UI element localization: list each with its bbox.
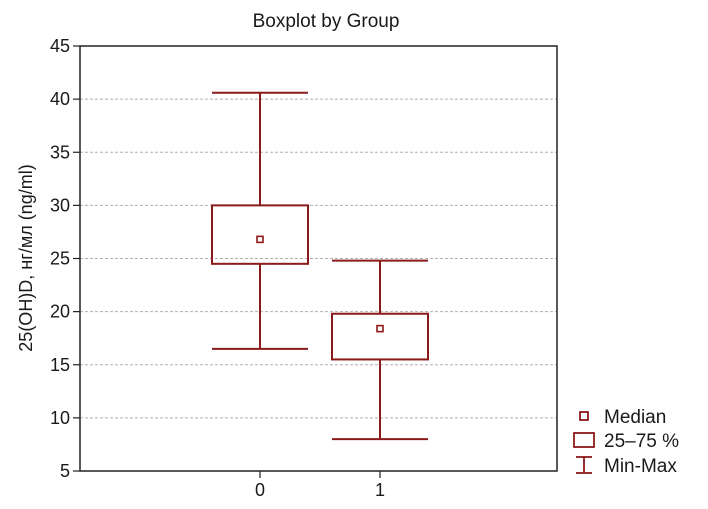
- y-tick-label: 35: [50, 142, 70, 162]
- y-tick-label: 20: [50, 302, 70, 322]
- y-tick-label: 15: [50, 355, 70, 375]
- y-tick-label: 30: [50, 195, 70, 215]
- iqr-box: [211, 204, 309, 265]
- y-tick-label: 40: [50, 89, 70, 109]
- chart-title: Boxplot by Group: [253, 11, 400, 32]
- x-tick-label: 0: [255, 480, 265, 500]
- grid-lines: [80, 98, 557, 419]
- median-marker: [256, 235, 264, 244]
- y-tick-label: 45: [50, 36, 70, 56]
- y-tick-label: 5: [60, 461, 70, 481]
- box-group-0: [211, 91, 309, 350]
- legend-label: 25–75 %: [604, 431, 679, 452]
- legend-median-icon: [579, 411, 589, 421]
- median-marker: [376, 324, 384, 333]
- legend-box-icon: [573, 432, 595, 448]
- y-tick-label: 25: [50, 249, 70, 269]
- y-axis: 5 10 15 20 25 30 35 40 45: [50, 36, 80, 481]
- legend: Median 25–75 % Min-Max: [573, 407, 679, 477]
- legend-label: Min-Max: [604, 456, 677, 477]
- legend-label: Median: [604, 407, 666, 428]
- y-axis-label: 25(OH)D, нг/мл (ng/ml): [16, 164, 36, 351]
- boxes: [211, 91, 429, 441]
- iqr-box: [331, 312, 429, 361]
- x-tick-label: 1: [375, 480, 385, 500]
- y-tick-label: 10: [50, 408, 70, 428]
- box-group-1: [331, 259, 429, 441]
